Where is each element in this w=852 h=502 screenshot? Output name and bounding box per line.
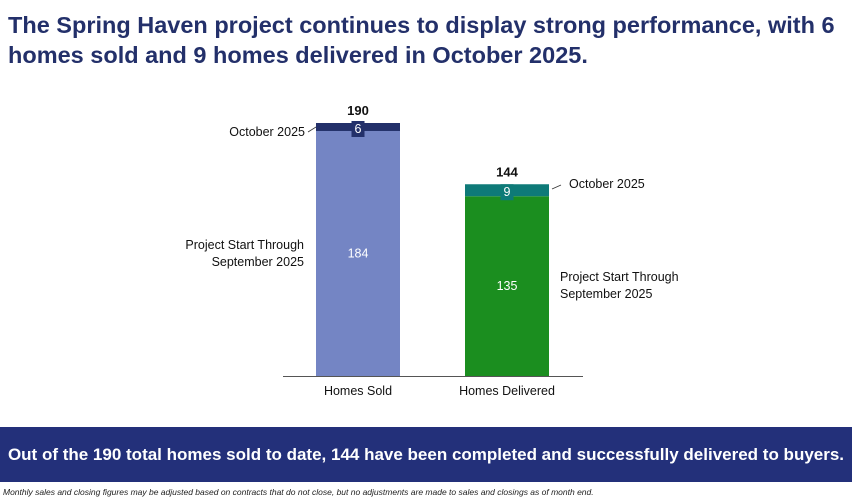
svg-text:September 2025: September 2025: [212, 255, 304, 269]
x-tick-label: Homes Delivered: [459, 384, 555, 398]
leader-line: [307, 126, 317, 133]
annotation-sold-month: October 2025: [229, 125, 305, 139]
annotation-delivered-month: October 2025: [569, 177, 645, 191]
summary-text: Out of the 190 total homes sold to date,…: [7, 444, 845, 464]
bar-total-label: 190: [347, 103, 369, 118]
segment-value-label: 9: [504, 185, 511, 199]
bar-total-label: 144: [496, 164, 518, 179]
annotation-delivered-base: Project Start Through September 2025: [560, 270, 679, 301]
segment-value-label: 6: [355, 122, 362, 136]
segment-value-label: 135: [497, 279, 518, 293]
x-tick-label: Homes Sold: [324, 384, 392, 398]
bar-segment-1-0: [465, 196, 549, 376]
annotation-sold-base: Project Start Through September 2025: [185, 238, 304, 269]
segment-value-box: [500, 184, 514, 201]
bar-segment-0-0: [316, 130, 400, 376]
svg-text:Project Start Through: Project Start Through: [185, 238, 304, 252]
leader-line: [551, 184, 562, 190]
svg-text:September 2025: September 2025: [560, 287, 652, 301]
summary-banner: Out of the 190 total homes sold to date,…: [0, 427, 852, 482]
footnote: Monthly sales and closing figures may be…: [3, 487, 594, 497]
page-title: The Spring Haven project continues to di…: [8, 12, 835, 68]
svg-text:Project Start Through: Project Start Through: [560, 270, 679, 284]
segment-value-label: 184: [348, 246, 369, 260]
segment-value-box: [351, 120, 365, 137]
stacked-bar-chart: 184 6 190 Homes Sold 135 9 144 Homes Delivered P…: [185, 103, 679, 398]
